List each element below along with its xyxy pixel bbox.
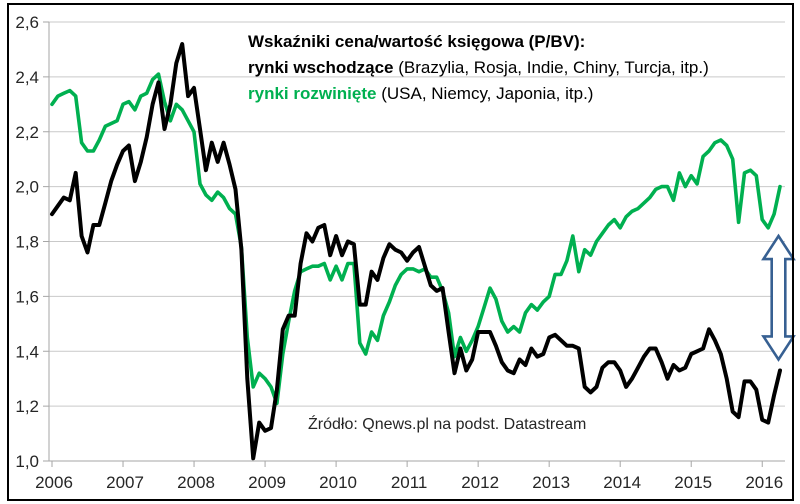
x-axis-label: 2015 xyxy=(674,473,712,492)
x-axis-label: 2009 xyxy=(248,473,286,492)
y-axis-label: 1,2 xyxy=(15,397,39,416)
developed-series-line xyxy=(50,72,782,406)
valuation-gap-arrow xyxy=(761,233,796,362)
legend-emerging-line: rynki wschodzące (Brazylia, Rosja, Indie… xyxy=(248,55,709,81)
y-axis-label: 1,0 xyxy=(15,452,39,471)
x-axis-label: 2013 xyxy=(532,473,570,492)
y-axis-label: 2,4 xyxy=(15,68,39,87)
y-axis-label: 2,0 xyxy=(15,178,39,197)
chart-title-block: Wskaźniki cena/wartość księgowa (P/BV): … xyxy=(248,29,709,107)
chart-title: Wskaźniki cena/wartość księgowa (P/BV): xyxy=(248,32,586,51)
x-axis-label: 2007 xyxy=(106,473,144,492)
x-axis-label: 2006 xyxy=(35,473,73,492)
legend-developed-suffix: (USA, Niemcy, Japonia, itp.) xyxy=(376,84,594,103)
y-axis-label: 2,6 xyxy=(15,13,39,32)
y-axis-label: 1,8 xyxy=(15,233,39,252)
x-axis-label: 2016 xyxy=(745,473,783,492)
x-axis-label: 2008 xyxy=(177,473,215,492)
legend-emerging-label: rynki wschodzące xyxy=(248,58,394,77)
y-axis-label: 1,4 xyxy=(15,342,39,361)
x-axis-label: 2012 xyxy=(461,473,499,492)
y-axis-label: 1,6 xyxy=(15,287,39,306)
source-note: Źródło: Qnews.pl na podst. Datastream xyxy=(308,416,587,433)
legend-developed-line: rynki rozwinięte (USA, Niemcy, Japonia, … xyxy=(248,81,709,107)
x-axis-label: 2011 xyxy=(391,473,428,492)
y-axis-label: 2,2 xyxy=(15,123,39,142)
x-axis-label: 2010 xyxy=(319,473,357,492)
legend-developed-label: rynki rozwinięte xyxy=(248,84,377,103)
emerging-series-line xyxy=(50,42,782,461)
x-axis-label: 2014 xyxy=(603,473,641,492)
legend-emerging-suffix: (Brazylia, Rosja, Indie, Chiny, Turcja, … xyxy=(393,58,709,77)
